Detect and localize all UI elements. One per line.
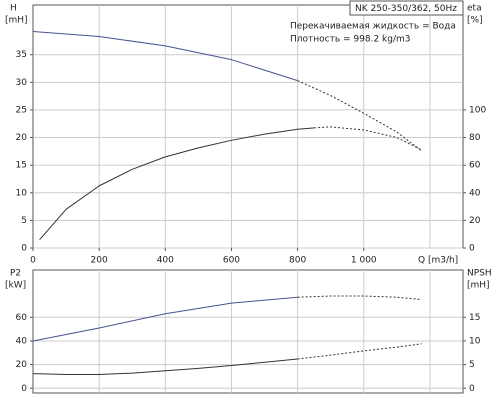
y2-tick-label: 0 <box>469 384 475 394</box>
y2-axis-label: eta <box>467 4 482 14</box>
title-box <box>349 0 464 16</box>
x-tick-label: 200 <box>91 256 108 266</box>
y-tick-label: 0 <box>21 384 27 394</box>
curve <box>297 295 422 301</box>
y-axis-label: P2 <box>10 269 21 279</box>
y-tick-label: 15 <box>16 161 27 171</box>
curve <box>314 126 422 151</box>
y-tick-label: 10 <box>16 188 28 198</box>
curve <box>32 31 298 82</box>
y-axis-label: [mH] <box>5 16 28 26</box>
y-tick-label: 30 <box>16 78 28 88</box>
annotation: Перекачиваемая жидкость = Вода <box>290 22 456 32</box>
chart-title: NK 250-350/362, 50Hz <box>355 4 457 14</box>
x-tick-label: 600 <box>223 256 240 266</box>
plot-frame <box>32 269 464 394</box>
y2-tick-label: 10 <box>469 336 481 346</box>
x-tick-label: 1 000 <box>351 256 377 266</box>
y-axis-label: H <box>10 4 17 14</box>
y-tick-label: 25 <box>16 105 27 115</box>
curve <box>297 343 422 360</box>
y2-axis-label: [%] <box>467 16 483 26</box>
x-tick-label: 800 <box>289 256 306 266</box>
x-tick-label: 400 <box>157 256 174 266</box>
curve <box>297 80 422 152</box>
curve <box>39 127 315 241</box>
y-tick-label: 35 <box>16 50 27 60</box>
y-tick-label: 20 <box>16 360 28 370</box>
y2-axis-label: NPSH <box>467 269 492 279</box>
x-axis-label: Q [m3/h] <box>418 256 458 266</box>
y2-tick-label: 100 <box>469 105 486 115</box>
y-tick-label: 0 <box>21 244 27 254</box>
curve <box>32 358 298 376</box>
y2-tick-label: 60 <box>469 161 481 171</box>
y-tick-label: 5 <box>21 216 27 226</box>
curve <box>32 296 298 342</box>
y2-tick-label: 20 <box>469 216 481 226</box>
annotation: Плотность = 998.2 kg/m3 <box>290 35 411 45</box>
y2-tick-label: 0 <box>469 244 475 254</box>
y-tick-label: 20 <box>16 133 28 143</box>
y2-tick-label: 15 <box>469 313 480 323</box>
x-tick-label: 0 <box>30 256 36 266</box>
y2-tick-label: 5 <box>469 360 475 370</box>
y-tick-label: 40 <box>16 336 28 346</box>
y2-axis-label: [mH] <box>467 281 490 291</box>
y-axis-label: [kW] <box>5 281 26 291</box>
y-tick-label: 60 <box>16 313 28 323</box>
y2-tick-label: 80 <box>469 133 481 143</box>
y2-tick-label: 40 <box>469 188 481 198</box>
